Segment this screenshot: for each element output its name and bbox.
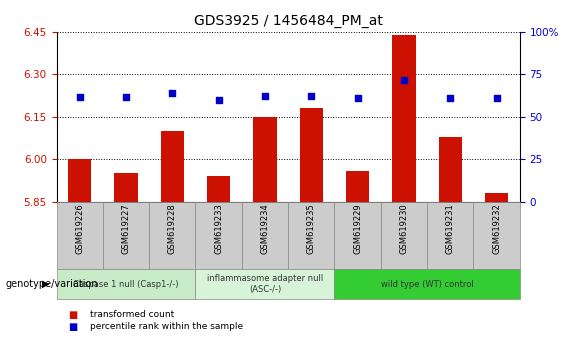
Text: GSM619234: GSM619234 [260,204,270,254]
Text: wild type (WT) control: wild type (WT) control [381,280,473,289]
Text: GSM619228: GSM619228 [168,204,177,254]
Text: transformed count: transformed count [90,310,175,319]
Text: GSM619229: GSM619229 [353,204,362,254]
Text: GSM619233: GSM619233 [214,204,223,255]
Point [75,94,84,100]
Text: ■: ■ [68,310,77,320]
Bar [392,35,415,202]
Bar [299,108,323,202]
Point [353,96,362,101]
Point [260,93,270,98]
Text: percentile rank within the sample: percentile rank within the sample [90,322,244,331]
Text: ■: ■ [68,322,77,332]
Text: GSM619235: GSM619235 [307,204,316,254]
Point [399,77,408,83]
Text: GSM619230: GSM619230 [399,204,408,254]
Text: Caspase 1 null (Casp1-/-): Caspase 1 null (Casp1-/-) [73,280,179,289]
Bar [253,117,277,202]
Text: ▶: ▶ [42,279,50,289]
Point [214,97,223,103]
Bar [438,137,462,202]
Text: GSM619232: GSM619232 [492,204,501,254]
Text: inflammasome adapter null
(ASC-/-): inflammasome adapter null (ASC-/-) [207,274,323,294]
Bar [346,171,370,202]
Point [446,96,455,101]
Text: genotype/variation: genotype/variation [6,279,98,289]
Bar [207,176,231,202]
Bar [114,173,137,202]
Point [492,96,501,101]
Point [168,90,177,96]
Text: GSM619227: GSM619227 [121,204,131,254]
Bar [68,159,92,202]
Point [307,93,316,98]
Text: GSM619231: GSM619231 [446,204,455,254]
Bar [485,193,508,202]
Point [121,94,131,100]
Bar [161,131,184,202]
Title: GDS3925 / 1456484_PM_at: GDS3925 / 1456484_PM_at [194,14,383,28]
Text: GSM619226: GSM619226 [75,204,84,254]
